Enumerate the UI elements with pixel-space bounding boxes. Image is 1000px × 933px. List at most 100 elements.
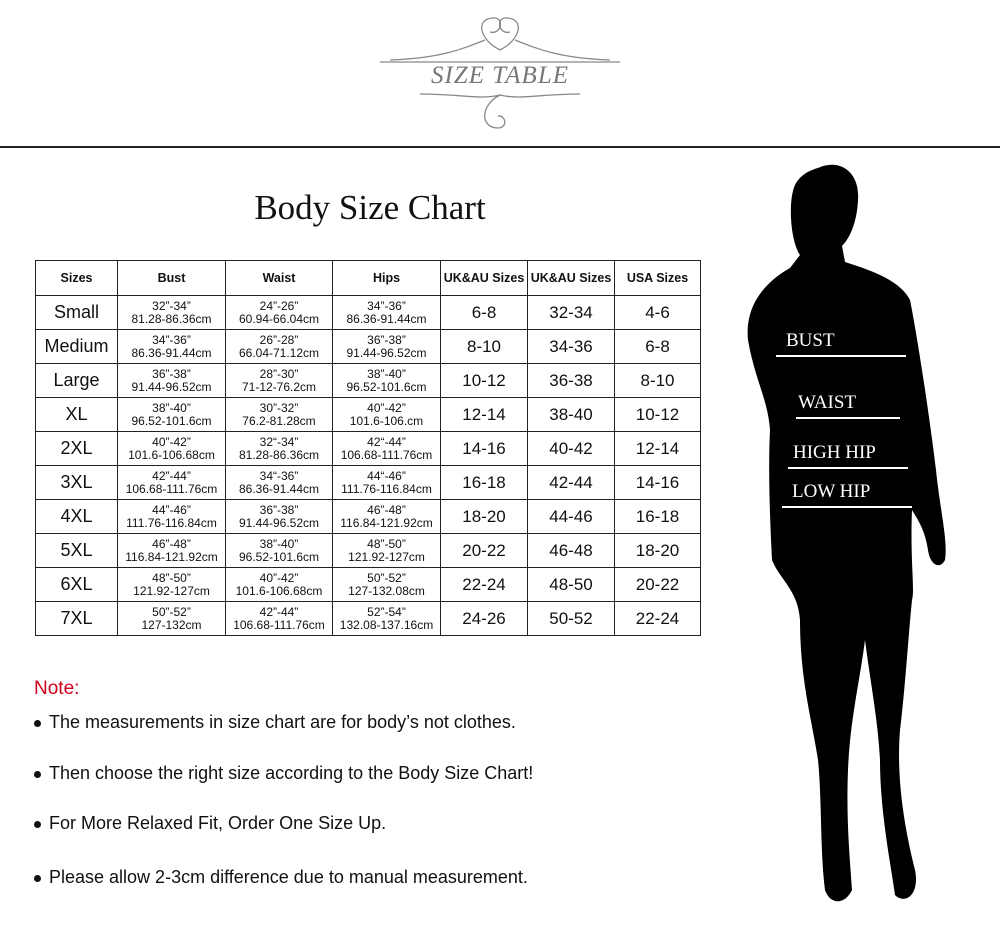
bust-cell: 38”-40” 96.52-101.6cm [117,397,226,432]
waist-cell: 36”-38” 91.44-96.52cm [225,499,333,534]
hips-cell: 48”-50” 121.92-127cm [332,533,441,568]
note-text: For More Relaxed Fit, Order One Size Up. [49,813,387,833]
table-row: 5XL 46”-48” 116.84-121.92cm 38”-40” 96.52-10… [35,533,701,568]
usa-size-cell: 22-24 [614,601,701,636]
cm-value: 86.36-91.44cm [346,311,427,326]
size-cell: 3XL [35,465,118,500]
table-row: Large 36”-38” 91.44-96.52cm 28”-30” 71-12-76… [35,363,701,398]
inch-value: 42“-44” [367,434,406,449]
size-cell: 5XL [35,533,118,568]
hips-cell: 40”-42” 101.6-106.cm [332,397,441,432]
cm-value: 91.44-96.52cm [238,515,320,530]
ukau-size-cell: 44-46 [527,499,615,534]
cm-value: 101.6-106.68cm [128,447,215,462]
usa-size-cell: 16-18 [614,499,701,534]
size-cell: 7XL [35,601,118,636]
ukau-size-cell: 18-20 [440,499,528,534]
size-table: Sizes Bust Waist Hips UK&AU Sizes UK&AU Sizes… [35,260,701,636]
inch-value: 34“-36” [259,468,299,483]
cm-value: 86.36-91.44cm [131,345,212,360]
ukau-size-cell: 42-44 [527,465,615,500]
column-header: UK&AU Sizes [440,260,528,296]
hips-cell: 42“-44” 106.68-111.76cm [332,431,441,466]
cm-value: 60.94-66.04cm [238,311,320,326]
size-cell: Medium [35,329,118,364]
cm-value: 127-132cm [141,617,202,632]
table-row: 6XL 48”-50” 121.92-127cm 40”-42” 101.6-106.6… [35,567,701,602]
inch-value: 48”-50” [152,570,191,585]
waist-cell: 28”-30” 71-12-76.2cm [225,363,333,398]
bust-label: BUST [786,330,835,351]
cm-value: 106.68-111.76cm [340,447,433,462]
bust-cell: 46”-48” 116.84-121.92cm [117,533,226,568]
inch-value: 44“-46” [367,468,406,483]
waist-cell: 24”-26” 60.94-66.04cm [225,295,333,330]
hips-cell: 34”-36” 86.36-91.44cm [332,295,441,330]
ukau-size-cell: 48-50 [527,567,615,602]
column-header: Hips [332,260,441,296]
size-cell: 6XL [35,567,118,602]
waist-cell: 34“-36” 86.36-91.44cm [225,465,333,500]
bust-line [776,355,906,357]
ukau-size-cell: 16-18 [440,465,528,500]
column-header: USA Sizes [614,260,701,296]
column-header: Waist [225,260,333,296]
table-row: 7XL 50”-52” 127-132cm 42”-44” 106.68-111.76c… [35,601,701,636]
bust-cell: 48”-50” 121.92-127cm [117,567,226,602]
bust-cell: 34”-36” 86.36-91.44cm [117,329,226,364]
cm-value: 96.52-101.6cm [131,413,212,428]
inch-value: 30”-32” [259,400,299,415]
cm-value: 96.52-101.6cm [346,379,427,394]
inch-value: 26”-28” [259,332,299,347]
hips-cell: 44“-46” 111.76-116.84cm [332,465,441,500]
inch-value: 42”-44” [259,604,299,619]
hips-cell: 52”-54” 132.08-137.16cm [332,601,441,636]
low-hip-label: LOW HIP [792,481,871,502]
inch-value: 50”-52” [152,604,191,619]
ukau-size-cell: 6-8 [440,295,528,330]
column-header: Sizes [35,260,118,296]
table-row: Medium 34”-36” 86.36-91.44cm 26”-28” 66.04-7… [35,329,701,364]
page-title: Body Size Chart [254,188,486,227]
bust-cell: 44”-46” 111.76-116.84cm [117,499,226,534]
ukau-size-cell: 12-14 [440,397,528,432]
cm-value: 121.92-127cm [133,583,210,598]
cm-value: 81.28-86.36cm [131,311,212,326]
ukau-size-cell: 36-38 [527,363,615,398]
bullet-icon [34,719,41,727]
cm-value: 101.6-106.cm [349,413,424,428]
bust-cell: 36”-38” 91.44-96.52cm [117,363,226,398]
inch-value: 28”-30” [259,366,299,381]
note-text: Please allow 2-3cm difference due to man… [49,867,528,887]
note-item: Please allow 2-3cm difference due to man… [34,867,528,888]
inch-value: 52”-54” [367,604,406,619]
cm-value: 101.6-106.68cm [235,583,323,598]
ukau-size-cell: 14-16 [440,431,528,466]
usa-size-cell: 14-16 [614,465,701,500]
bullet-icon [34,820,41,828]
inch-value: 36”-38” [259,502,299,517]
ornament-logo [380,17,620,129]
waist-cell: 26”-28” 66.04-71.12cm [225,329,333,364]
table-header: Sizes Bust Waist Hips UK&AU Sizes UK&AU Sizes… [35,260,701,296]
cm-value: 96.52-101.6cm [238,549,320,564]
usa-size-cell: 18-20 [614,533,701,568]
inch-value: 40”-42” [259,570,299,585]
inch-value: 32”-34” [152,298,191,313]
note-text: Then choose the right size according to … [49,763,534,783]
inch-value: 46”-48” [152,536,191,551]
table-row: 3XL 42”-44” 106.68-111.76cm 34“-36” 86.36-91… [35,465,701,500]
inch-value: 34”-36” [367,298,406,313]
ukau-size-cell: 8-10 [440,329,528,364]
column-header: Bust [117,260,226,296]
body-silhouette [747,164,946,902]
usa-size-cell: 6-8 [614,329,701,364]
ukau-size-cell: 46-48 [527,533,615,568]
inch-value: 38”-40” [259,536,299,551]
ukau-size-cell: 10-12 [440,363,528,398]
cm-value: 132.08-137.16cm [339,617,434,632]
cm-value: 106.68-111.76cm [233,617,325,632]
note-label: Note: [34,678,80,699]
table-row: 4XL 44”-46” 111.76-116.84cm 36”-38” 91.44-96… [35,499,701,534]
